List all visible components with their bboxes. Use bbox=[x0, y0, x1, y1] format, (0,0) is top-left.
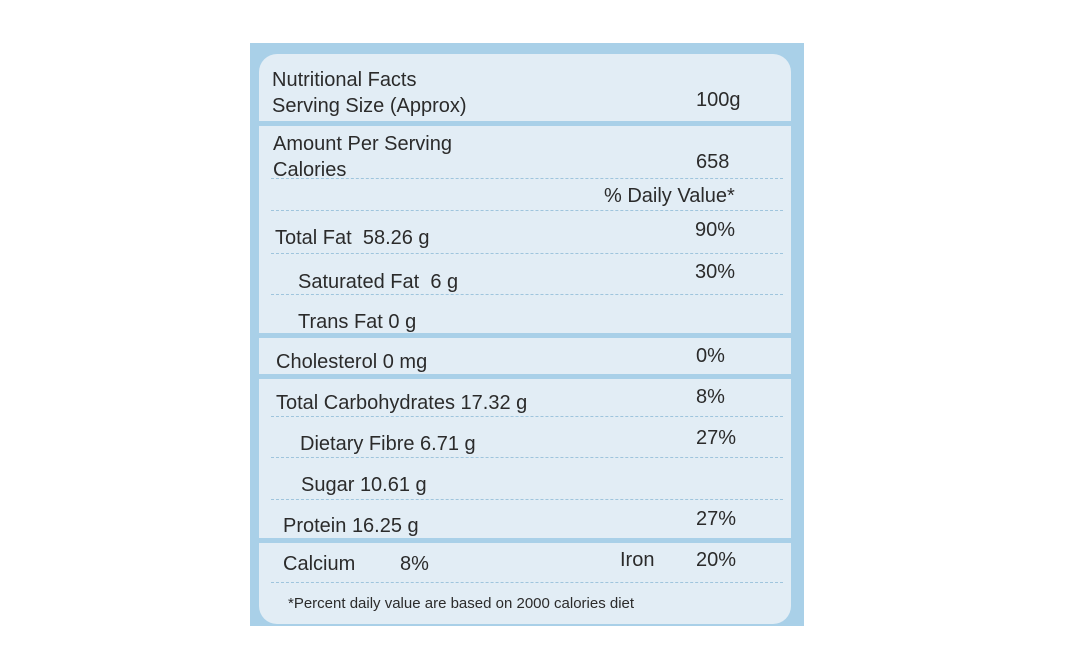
thick-divider bbox=[259, 333, 791, 338]
nutrient-label: Protein 16.25 g bbox=[283, 515, 419, 537]
thick-divider bbox=[259, 538, 791, 543]
calories-label: Calories bbox=[273, 159, 347, 181]
dashed-divider bbox=[271, 582, 783, 583]
nutrient-label: Total Fat 58.26 g bbox=[275, 227, 430, 249]
dashed-divider bbox=[271, 210, 783, 211]
nutrient-daily-value: 0% bbox=[696, 345, 725, 367]
nutrient-daily-value: 30% bbox=[695, 261, 736, 283]
dashed-divider bbox=[271, 294, 783, 295]
nutrient-daily-value: 8% bbox=[696, 386, 725, 408]
serving-size-value: 100g bbox=[696, 89, 741, 111]
daily-value-header: % Daily Value* bbox=[604, 185, 735, 207]
nutrient-label: Cholesterol 0 mg bbox=[276, 351, 428, 373]
nutrient-label: Trans Fat 0 g bbox=[298, 311, 417, 333]
dashed-divider bbox=[271, 499, 783, 500]
serving-size-label: Serving Size (Approx) bbox=[272, 95, 467, 117]
dashed-divider bbox=[271, 457, 783, 458]
amount-per-serving-label: Amount Per Serving bbox=[273, 133, 452, 155]
dashed-divider bbox=[271, 416, 783, 417]
iron-label: Iron bbox=[620, 549, 655, 571]
nutrient-label: Dietary Fibre 6.71 g bbox=[300, 433, 476, 455]
nutrient-label: Sugar 10.61 g bbox=[301, 474, 427, 496]
footnote: *Percent daily value are based on 2000 c… bbox=[288, 595, 635, 612]
nutrient-daily-value: 90% bbox=[695, 219, 736, 241]
label-title: Nutritional Facts bbox=[272, 69, 417, 91]
nutrition-label: Nutritional Facts Serving Size (Approx) … bbox=[250, 43, 804, 626]
nutrient-daily-value: 27% bbox=[696, 508, 737, 530]
dashed-divider bbox=[271, 178, 783, 179]
iron-value: 20% bbox=[696, 549, 737, 571]
nutrient-label: Saturated Fat 6 g bbox=[298, 271, 459, 293]
calcium-label: Calcium bbox=[283, 553, 356, 575]
calcium-value: 8% bbox=[400, 553, 429, 575]
calories-value: 658 bbox=[696, 151, 730, 173]
nutrient-label: Total Carbohydrates 17.32 g bbox=[276, 392, 528, 414]
dashed-divider bbox=[271, 253, 783, 254]
thick-divider bbox=[259, 121, 791, 126]
nutrition-panel: Nutritional Facts Serving Size (Approx) … bbox=[259, 54, 791, 624]
nutrient-daily-value: 27% bbox=[696, 427, 737, 449]
thick-divider bbox=[259, 374, 791, 379]
